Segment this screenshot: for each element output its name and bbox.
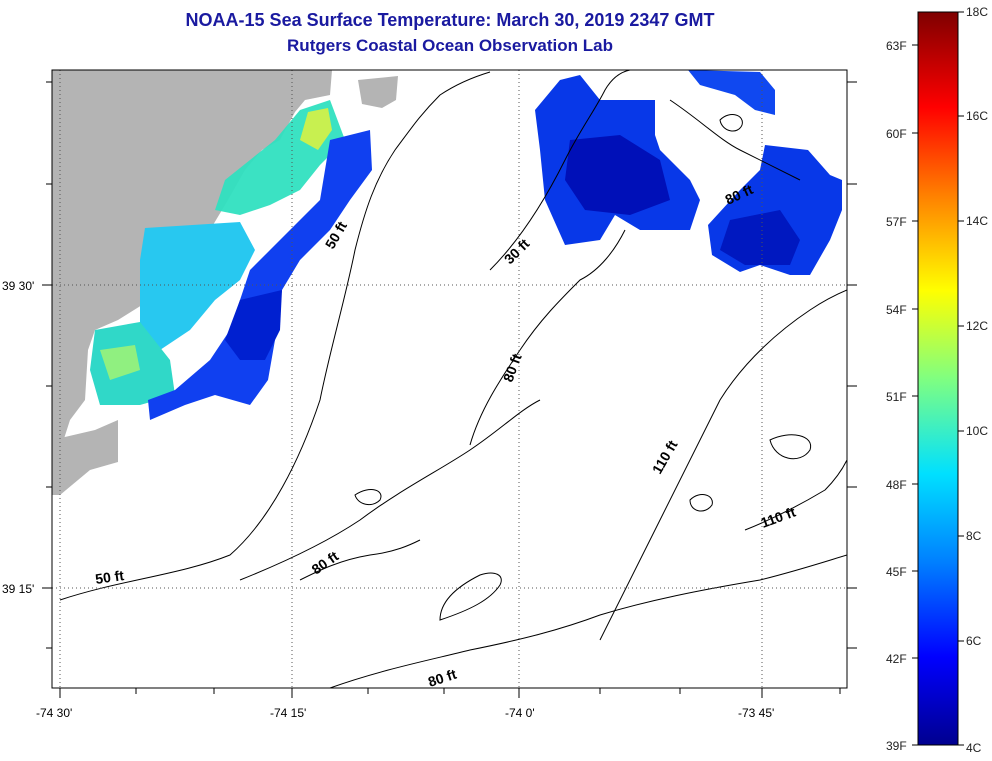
- map-title: NOAA-15 Sea Surface Temperature: March 3…: [185, 10, 715, 30]
- contour-50ft: [59, 71, 491, 601]
- cb-f-48: 48F: [886, 478, 907, 492]
- cb-c-8: 8C: [966, 529, 982, 543]
- contour-110ft: [599, 289, 847, 641]
- cb-f-54: 54F: [886, 303, 907, 317]
- contour-misc-7: [769, 434, 812, 460]
- cb-f-60: 60F: [886, 127, 907, 141]
- contour-misc-3: [439, 572, 502, 621]
- bathymetry-contours: [59, 70, 847, 688]
- colorbar: [917, 11, 959, 746]
- cb-c-14: 14C: [966, 214, 988, 228]
- lon-label-74-0: -74 0': [505, 706, 535, 720]
- sst-patch-blue-deep: [225, 290, 282, 360]
- contour-80ft-south: [329, 554, 847, 688]
- map-border: [51, 69, 848, 689]
- colorbar-ticks: [912, 11, 964, 746]
- sst-patch-blue-offshore-c-core: [720, 210, 800, 265]
- contour-misc-1: [299, 539, 421, 581]
- cb-c-10: 10C: [966, 424, 988, 438]
- land-coast-tail: [52, 420, 118, 495]
- cb-f-57: 57F: [886, 215, 907, 229]
- frame-ticks: [42, 81, 857, 698]
- sst-patch-warm: [300, 108, 332, 150]
- contour-misc-2: [669, 99, 801, 181]
- contour-110ft-east: [744, 459, 847, 531]
- cb-f-42: 42F: [886, 652, 907, 666]
- lat-label-39-15: 39 15': [2, 582, 34, 596]
- lon-label-73-45: -73 45': [738, 706, 774, 720]
- sst-patch-blue-offshore-a-core: [565, 135, 670, 215]
- cb-c-4: 4C: [966, 741, 982, 755]
- sst-patch-green-spot: [100, 345, 140, 380]
- land-island: [358, 76, 398, 108]
- contour-misc-5: [719, 114, 743, 132]
- contour-80ft-ridge: [469, 229, 626, 446]
- sst-patch-blue-inshore: [148, 130, 372, 420]
- sst-patch-blue-offshore-b: [688, 70, 775, 115]
- contour-misc-4: [689, 494, 713, 512]
- cb-c-18: 18C: [966, 5, 988, 19]
- contour-30ft: [489, 70, 631, 271]
- contour-80ft-shelf: [239, 399, 541, 581]
- cb-c-6: 6C: [966, 634, 982, 648]
- lat-label-39-30: 39 30': [2, 279, 34, 293]
- contour-misc-6: [354, 489, 382, 506]
- cb-c-16: 16C: [966, 109, 988, 123]
- lon-label-74-15: -74 15': [270, 706, 306, 720]
- cb-f-39: 39F: [886, 739, 907, 753]
- lon-label-74-30: -74 30': [36, 706, 72, 720]
- cb-f-51: 51F: [886, 390, 907, 404]
- land-mass: [52, 70, 332, 495]
- map-subtitle: Rutgers Coastal Ocean Observation Lab: [287, 36, 613, 55]
- sst-patch-nearshore-mid: [140, 222, 255, 350]
- cb-c-12: 12C: [966, 319, 988, 333]
- graticule: [52, 70, 847, 688]
- cb-f-63: 63F: [886, 39, 907, 53]
- contour-label-50ft-south: 50 ft: [94, 567, 125, 587]
- cb-f-45: 45F: [886, 565, 907, 579]
